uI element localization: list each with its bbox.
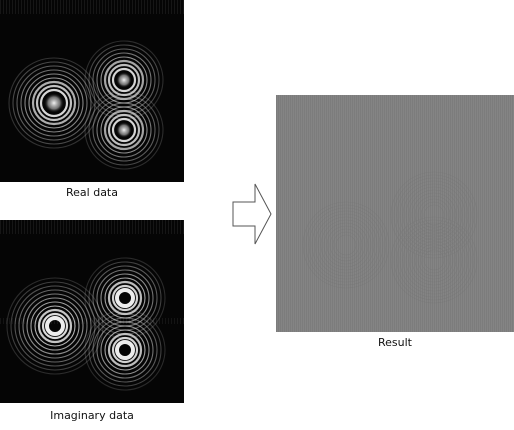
ring bbox=[16, 65, 92, 141]
ring bbox=[111, 284, 139, 312]
ring bbox=[14, 285, 96, 367]
faint-ring bbox=[414, 195, 454, 235]
faint-ring bbox=[396, 177, 472, 253]
ring bbox=[104, 277, 146, 319]
faint-ring bbox=[417, 198, 451, 232]
faint-ring bbox=[411, 237, 457, 283]
ring-center bbox=[116, 122, 132, 138]
faint-ring bbox=[423, 204, 445, 226]
ring bbox=[107, 332, 143, 368]
ring bbox=[12, 61, 96, 145]
ring bbox=[41, 312, 69, 340]
faint-ring bbox=[420, 246, 448, 274]
ring bbox=[103, 109, 145, 151]
faint-ring bbox=[402, 228, 466, 292]
imaginary-data-caption: Imaginary data bbox=[50, 409, 134, 422]
faint-ring bbox=[302, 201, 390, 289]
ring bbox=[39, 88, 69, 118]
ring bbox=[20, 69, 88, 137]
ring-center bbox=[116, 72, 132, 88]
ring bbox=[34, 305, 76, 347]
faint-ring bbox=[323, 222, 369, 268]
ring bbox=[84, 90, 164, 170]
ring bbox=[103, 59, 145, 101]
ring bbox=[88, 313, 162, 387]
ring bbox=[107, 113, 141, 147]
ring bbox=[10, 281, 100, 371]
faint-ring bbox=[317, 216, 375, 274]
faint-ring bbox=[332, 231, 360, 259]
ring bbox=[92, 98, 156, 162]
ring bbox=[96, 321, 154, 379]
ring bbox=[104, 329, 146, 371]
faint-ring bbox=[420, 201, 448, 229]
ring bbox=[107, 280, 143, 316]
faint-ring bbox=[393, 219, 475, 301]
ring bbox=[6, 277, 104, 375]
ring bbox=[24, 73, 84, 133]
faint-ring bbox=[408, 234, 460, 286]
ring bbox=[100, 106, 148, 154]
faint-ring bbox=[314, 213, 378, 277]
ring bbox=[18, 289, 92, 363]
faint-ring bbox=[311, 210, 381, 280]
ring bbox=[115, 288, 135, 308]
faint-ring bbox=[411, 192, 457, 238]
faint-ring bbox=[390, 216, 478, 304]
ring bbox=[28, 77, 80, 129]
imaginary-data-image bbox=[0, 220, 184, 403]
real-data-caption: Real data bbox=[66, 186, 118, 199]
real-data-rings bbox=[0, 0, 184, 182]
faint-ring bbox=[417, 243, 451, 277]
ring bbox=[31, 80, 77, 126]
faint-ring bbox=[393, 174, 475, 256]
imaginary-data-rings bbox=[0, 220, 184, 403]
faint-ring bbox=[402, 183, 466, 247]
faint-ring bbox=[396, 222, 472, 298]
faint-ring bbox=[320, 219, 372, 271]
ring bbox=[22, 293, 88, 359]
real-data-image bbox=[0, 0, 184, 182]
right-arrow-icon bbox=[232, 183, 272, 245]
faint-ring bbox=[414, 240, 454, 280]
result-pattern bbox=[276, 95, 514, 332]
faint-ring bbox=[326, 225, 366, 265]
ring bbox=[45, 316, 65, 336]
faint-ring bbox=[408, 189, 460, 241]
result-image bbox=[276, 95, 514, 332]
faint-ring bbox=[399, 225, 469, 295]
faint-ring bbox=[405, 231, 463, 289]
ring bbox=[100, 273, 150, 323]
ring bbox=[111, 67, 137, 93]
ring bbox=[96, 102, 152, 158]
ring bbox=[8, 57, 100, 149]
ring bbox=[88, 94, 160, 166]
ring-center bbox=[44, 93, 64, 113]
faint-ring bbox=[390, 171, 478, 259]
ring bbox=[30, 301, 80, 351]
ring bbox=[37, 308, 73, 344]
faint-ring bbox=[329, 228, 363, 262]
ring bbox=[35, 84, 73, 122]
faint-ring bbox=[305, 204, 387, 286]
ring bbox=[115, 340, 135, 360]
ring bbox=[111, 117, 137, 143]
faint-ring bbox=[405, 186, 463, 244]
faint-ring bbox=[308, 207, 384, 283]
ring bbox=[107, 63, 141, 97]
result-caption: Result bbox=[378, 336, 412, 349]
ring bbox=[100, 325, 150, 375]
faint-ring bbox=[335, 234, 357, 256]
ring bbox=[26, 297, 84, 355]
faint-ring bbox=[423, 249, 445, 271]
ring bbox=[84, 309, 166, 391]
ring bbox=[92, 317, 158, 383]
ring bbox=[111, 336, 139, 364]
faint-ring bbox=[399, 180, 469, 250]
